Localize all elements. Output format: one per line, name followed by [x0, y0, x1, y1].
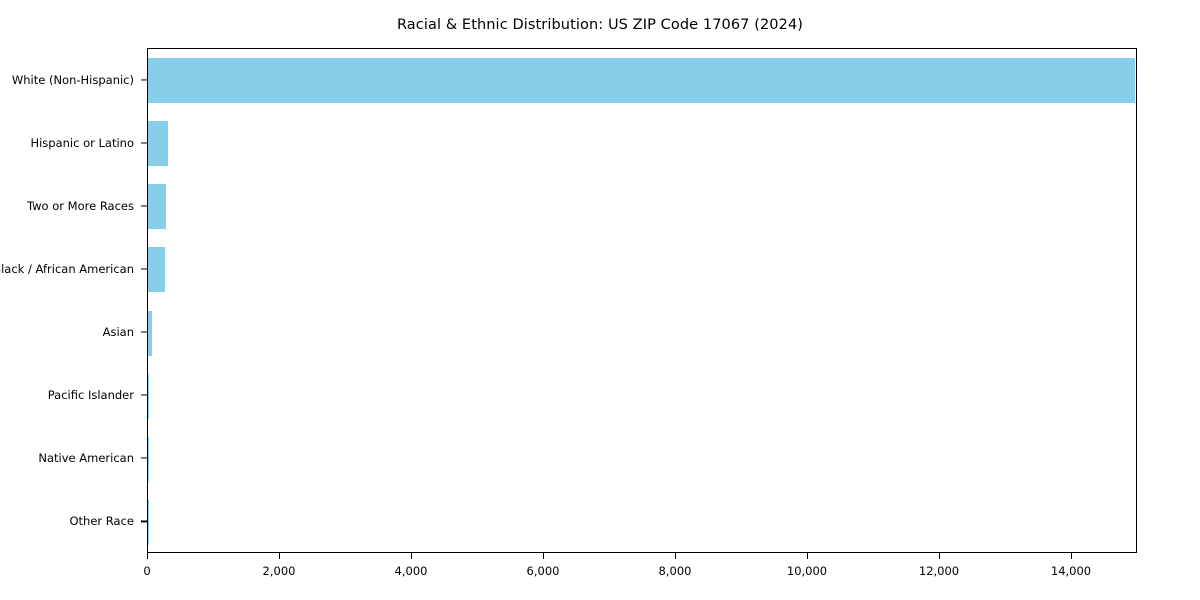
x-tick-label: 14,000	[1050, 564, 1092, 578]
y-tick-label: Native American	[38, 451, 134, 466]
x-tick-label: 2,000	[262, 564, 296, 578]
y-tick-label: Two or More Races	[27, 198, 134, 213]
y-tick-mark	[141, 79, 147, 81]
x-tick-label: 8,000	[658, 564, 692, 578]
x-tick-mark	[1071, 553, 1073, 559]
y-tick-label: Pacific Islander	[47, 388, 134, 403]
y-tick-mark	[141, 268, 147, 270]
chart-title: Racial & Ethnic Distribution: US ZIP Cod…	[396, 17, 804, 33]
x-tick-mark	[147, 553, 149, 559]
y-tick-label: Hispanic or Latino	[30, 135, 134, 150]
y-tick-mark	[141, 331, 147, 333]
x-tick-mark	[543, 553, 545, 559]
bar	[148, 184, 167, 230]
x-tick-label: 0	[143, 564, 151, 578]
y-tick-label: Other Race	[69, 514, 135, 529]
y-tick-mark	[141, 394, 147, 396]
x-tick-label: 6,000	[526, 564, 560, 578]
x-tick-label: 12,000	[918, 564, 960, 578]
y-tick-mark	[141, 205, 147, 207]
y-tick-mark	[141, 142, 147, 144]
y-tick-mark	[141, 457, 147, 459]
bar	[148, 247, 165, 293]
y-tick-label: Asian	[102, 325, 134, 340]
y-tick-label: Black / African American	[0, 261, 134, 276]
y-tick-mark	[141, 520, 147, 522]
x-tick-mark	[807, 553, 809, 559]
x-tick-mark	[939, 553, 941, 559]
x-tick-mark	[279, 553, 281, 559]
x-axis: 0 2,000 4,000 6,000 8,000 10,000 12,000 14,000	[143, 553, 1137, 593]
bar	[148, 58, 1135, 104]
x-tick-mark	[411, 553, 413, 559]
x-tick-label: 4,000	[394, 564, 428, 578]
y-tick-label: White (Non-Hispanic)	[11, 72, 134, 87]
plot-area	[147, 48, 1137, 553]
x-tick-label: 10,000	[786, 564, 828, 578]
bar	[148, 310, 153, 356]
y-axis: White (Non-Hispanic) Hispanic or Latino Tw…	[0, 48, 147, 553]
bar	[148, 121, 169, 167]
bars-layer	[148, 49, 1136, 552]
x-tick-mark	[675, 553, 677, 559]
